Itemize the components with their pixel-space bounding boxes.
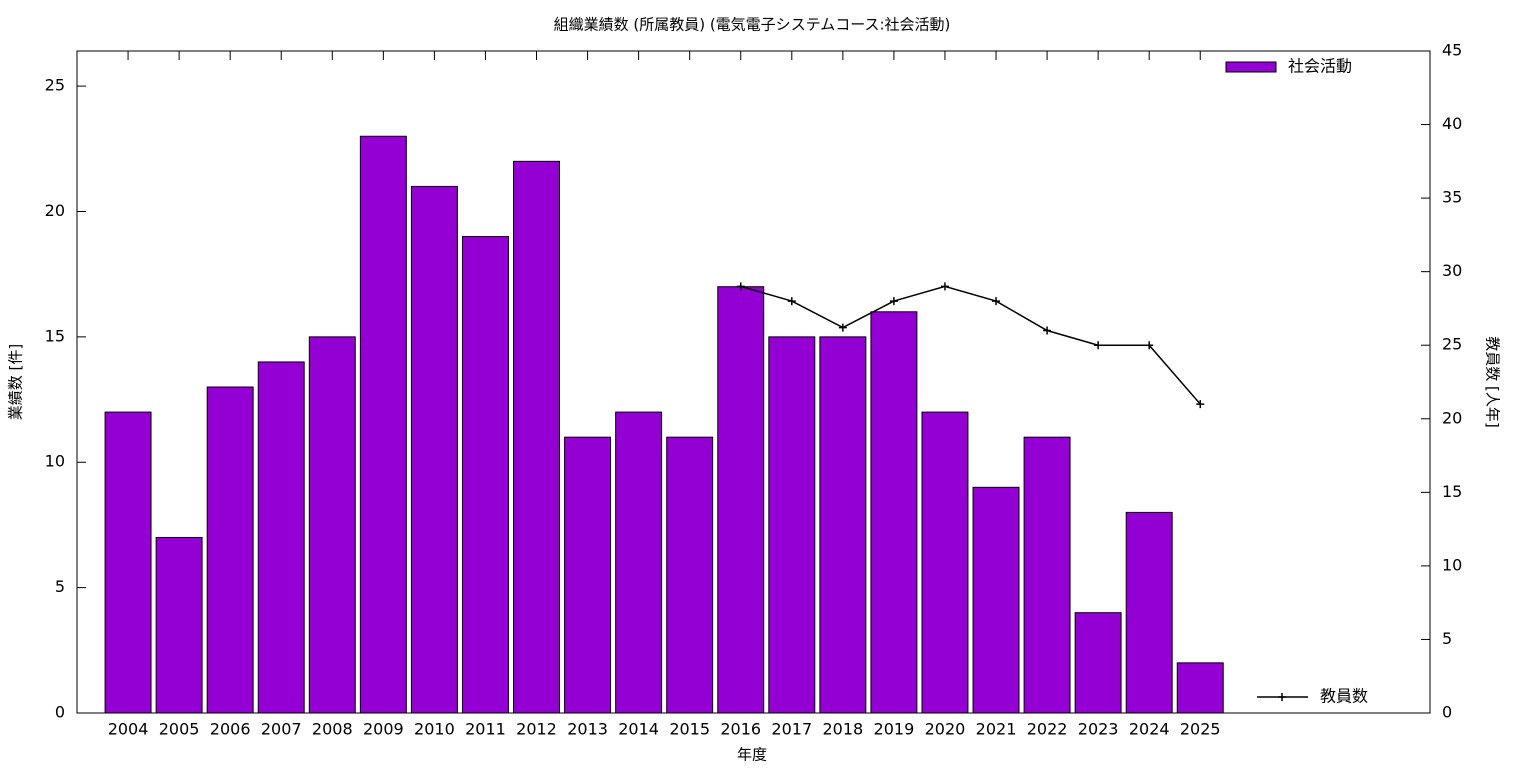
x-tick-label: 2011 <box>465 720 506 739</box>
point <box>889 297 898 306</box>
bar <box>104 411 152 714</box>
x-tick-label: 2022 <box>1027 720 1068 739</box>
bar <box>206 386 254 714</box>
point <box>1145 341 1154 350</box>
bar <box>461 236 509 714</box>
y-tick-label: 5 <box>55 577 65 596</box>
bar <box>666 436 714 714</box>
point <box>787 297 796 306</box>
y-tick-label: 10 <box>45 452 65 471</box>
x-tick-label: 2017 <box>771 720 812 739</box>
y2-tick-label: 45 <box>1442 41 1462 60</box>
x-tick-label: 2024 <box>1129 720 1170 739</box>
y2-tick-label: 20 <box>1442 408 1462 427</box>
x-tick-label: 2007 <box>261 720 302 739</box>
x-tick-label: 2021 <box>976 720 1017 739</box>
x-axis-label: 年度 <box>737 746 767 764</box>
bar <box>615 411 663 714</box>
bar <box>819 336 867 714</box>
bar <box>564 436 612 714</box>
x-tick-label: 2008 <box>312 720 353 739</box>
bar <box>768 336 816 714</box>
y2-axis-label: 教員数 [人年] <box>1484 336 1502 427</box>
legend-label: 社会活動 <box>1288 57 1352 76</box>
line <box>740 285 1201 405</box>
bar <box>1125 511 1173 714</box>
x-tick-label: 2010 <box>414 720 455 739</box>
bar <box>410 185 458 714</box>
bar <box>717 286 765 714</box>
bar <box>870 311 918 714</box>
y-tick-label: 25 <box>45 76 65 95</box>
legend-point <box>1278 693 1286 701</box>
bar <box>921 411 969 714</box>
y2-tick-label: 10 <box>1442 555 1462 574</box>
bar <box>1074 612 1122 714</box>
point <box>1196 400 1205 409</box>
point <box>736 282 745 291</box>
bar <box>155 536 203 714</box>
x-tick-label: 2020 <box>925 720 966 739</box>
x-tick-label: 2025 <box>1180 720 1221 739</box>
x-tick-label: 2005 <box>159 720 200 739</box>
x-tick-label: 2012 <box>516 720 557 739</box>
point <box>992 297 1001 306</box>
x-tick-label: 2014 <box>618 720 659 739</box>
y2-tick-label: 35 <box>1442 188 1462 207</box>
y-tick-label: 0 <box>55 703 65 722</box>
y-tick-label: 20 <box>45 201 65 220</box>
y2-tick-label: 0 <box>1442 703 1452 722</box>
point <box>1094 341 1103 350</box>
bar <box>972 486 1020 714</box>
x-tick-label: 2016 <box>720 720 761 739</box>
bar <box>1176 662 1224 714</box>
bar <box>513 160 560 714</box>
y-tick-label: 15 <box>45 326 65 345</box>
bar <box>1023 436 1071 714</box>
bar <box>308 336 356 714</box>
x-tick-label: 2006 <box>210 720 251 739</box>
point <box>1043 326 1052 335</box>
y2-tick-label: 30 <box>1442 261 1462 280</box>
x-tick-label: 2018 <box>822 720 863 739</box>
x-tick-label: 2015 <box>669 720 710 739</box>
point <box>838 323 847 332</box>
x-tick-label: 2023 <box>1078 720 1119 739</box>
bar <box>257 361 305 714</box>
point <box>940 282 949 291</box>
y2-tick-label: 5 <box>1442 629 1452 648</box>
legend-label: 教員数 <box>1320 687 1368 706</box>
x-tick-label: 2013 <box>567 720 608 739</box>
legend-swatch <box>1225 61 1277 73</box>
y-axis-label: 業績数 [件] <box>7 344 25 420</box>
x-tick-label: 2009 <box>363 720 404 739</box>
x-tick-label: 2004 <box>108 720 149 739</box>
x-tick-label: 2019 <box>874 720 915 739</box>
bar <box>359 135 407 714</box>
chart-title: 組織業績数 (所属教員) (電気電子システムコース:社会活動) <box>554 16 951 34</box>
y2-tick-label: 15 <box>1442 482 1462 501</box>
y2-tick-label: 25 <box>1442 335 1462 354</box>
plot-border <box>76 50 1431 714</box>
y2-tick-label: 40 <box>1442 114 1462 133</box>
